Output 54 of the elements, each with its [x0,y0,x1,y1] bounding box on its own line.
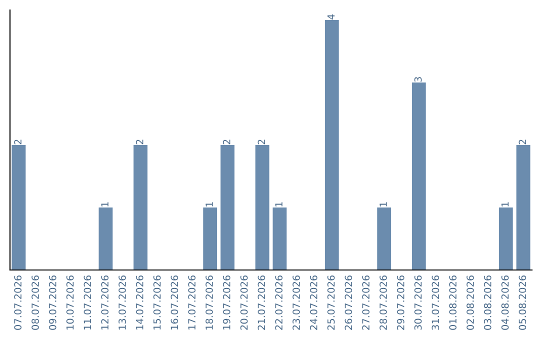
x-tick-label: 09.07.2026 [48,275,56,330]
data-label: 1 [501,202,509,206]
bar [272,208,287,270]
bar [220,145,234,270]
x-tick-label: 01.08.2026 [449,275,457,330]
x-tick-label: 22.07.2026 [275,275,283,330]
x-tick-label: 12.07.2026 [101,275,109,330]
data-label: 2 [14,140,22,144]
bar [203,208,218,270]
x-tick-label: 11.07.2026 [84,275,92,330]
bar [134,145,148,270]
data-label: 1 [206,202,213,206]
x-tick-label: 23.07.2026 [292,275,300,330]
data-label: 3 [414,77,422,82]
data-label: 2 [258,140,265,144]
x-tick-label: 05.08.2026 [518,275,526,330]
x-tick-label: 04.08.2026 [501,275,509,330]
x-tick-label: 08.07.2026 [32,275,39,330]
x-tick-label: 13.07.2026 [118,275,126,330]
x-tick-label: 15.07.2026 [153,275,161,330]
bar [324,20,339,270]
data-label: 1 [275,202,282,206]
x-tick-label: 20.07.2026 [240,275,248,330]
x-tick-label: 19.07.2026 [222,275,230,330]
x-tick-label: 10.07.2026 [66,275,74,330]
x-tick-label: 02.08.2026 [466,275,474,330]
data-label: 2 [222,140,230,144]
x-tick-label: 18.07.2026 [206,275,213,330]
x-tick-label: 25.07.2026 [327,275,335,330]
bar [412,82,426,270]
bar [98,208,113,270]
x-tick-label: 27.07.2026 [362,275,370,330]
bar [498,208,513,270]
x-tick-label: 07.07.2026 [14,275,22,330]
x-tick-label: 14.07.2026 [136,275,144,330]
x-tick-label: 28.07.2026 [380,275,387,330]
x-tick-label: 26.07.2026 [344,275,352,330]
data-label: 2 [136,140,144,144]
bar [255,145,270,270]
data-label: 4 [327,14,335,20]
data-label: 1 [101,202,108,206]
x-tick-label: 21.07.2026 [258,275,266,330]
bar [12,145,26,270]
x-tick-label: 03.08.2026 [484,275,492,330]
data-label: 2 [518,140,526,144]
x-tick-label: 31.07.2026 [432,275,440,330]
data-label: 1 [380,202,387,206]
x-tick-label: 16.07.2026 [170,275,178,330]
x-tick-label: 17.07.2026 [188,275,196,330]
bar [377,208,392,270]
x-tick-label: 30.07.2026 [414,275,422,330]
bar [516,145,530,270]
x-tick-label: 29.07.2026 [396,275,404,330]
x-tick-label: 24.07.2026 [310,275,318,330]
